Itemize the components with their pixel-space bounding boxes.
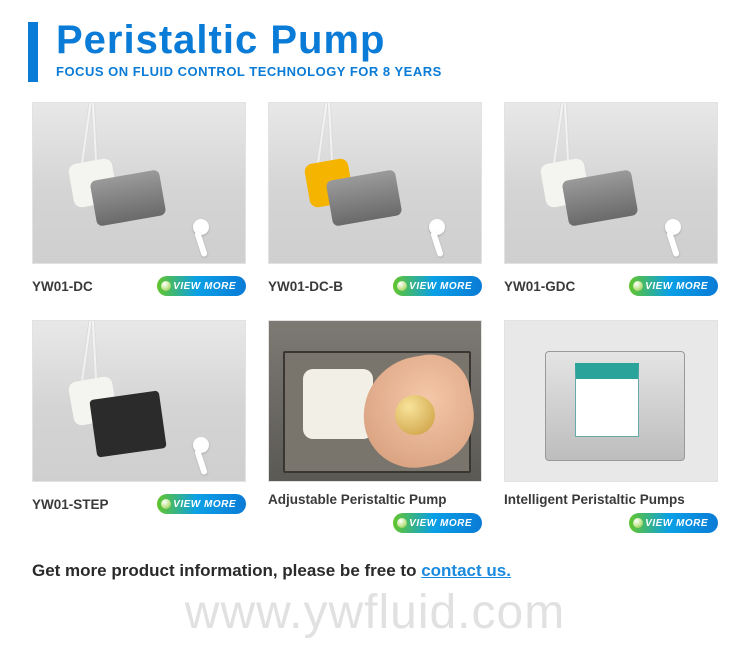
view-more-button[interactable]: VIEW MORE (157, 494, 246, 514)
page-title: Peristaltic Pump (56, 18, 442, 62)
header-text: Peristaltic Pump FOCUS ON FLUID CONTROL … (56, 18, 442, 79)
watermark: www.ywfluid.com (0, 585, 750, 640)
view-more-button[interactable]: VIEW MORE (629, 513, 718, 533)
view-more-button[interactable]: VIEW MORE (393, 513, 482, 533)
product-image[interactable] (32, 320, 246, 482)
button-label: VIEW MORE (173, 281, 236, 292)
product-image[interactable] (268, 320, 482, 482)
pump-head-icon (303, 369, 373, 439)
button-dot-icon (633, 281, 643, 291)
view-more-button[interactable]: VIEW MORE (393, 276, 482, 296)
product-card: YW01-STEP VIEW MORE (32, 320, 246, 533)
product-row: YW01-DC-B VIEW MORE (268, 274, 482, 298)
product-row: YW01-GDC VIEW MORE (504, 274, 718, 298)
button-dot-icon (633, 518, 643, 528)
product-label: YW01-DC (32, 279, 93, 294)
product-label: YW01-STEP (32, 497, 109, 512)
view-more-button[interactable]: VIEW MORE (157, 276, 246, 296)
header: Peristaltic Pump FOCUS ON FLUID CONTROL … (0, 0, 750, 90)
contact-us-link[interactable]: contact us. (421, 561, 511, 580)
earbud-icon (429, 219, 445, 235)
product-row: YW01-STEP VIEW MORE (32, 492, 246, 516)
product-card: YW01-DC VIEW MORE (32, 102, 246, 298)
product-card: Intelligent Peristaltic Pumps VIEW MORE (504, 320, 718, 533)
view-more-button[interactable]: VIEW MORE (629, 276, 718, 296)
earbud-icon (193, 437, 209, 453)
button-dot-icon (161, 281, 171, 291)
page-subtitle: FOCUS ON FLUID CONTROL TECHNOLOGY FOR 8 … (56, 64, 442, 79)
product-label: YW01-GDC (504, 279, 575, 294)
button-dot-icon (397, 281, 407, 291)
product-image[interactable] (504, 102, 718, 264)
pump-motor-icon (89, 390, 166, 457)
knob-icon (395, 395, 435, 435)
earbud-icon (665, 219, 681, 235)
button-label: VIEW MORE (173, 499, 236, 510)
pump-panel-icon (575, 363, 639, 437)
product-label: Intelligent Peristaltic Pumps (504, 492, 685, 507)
product-card: Adjustable Peristaltic Pump VIEW MORE (268, 320, 482, 533)
product-label: Adjustable Peristaltic Pump (268, 492, 447, 507)
product-row: Intelligent Peristaltic Pumps VIEW MORE (504, 492, 718, 533)
product-card: YW01-DC-B VIEW MORE (268, 102, 482, 298)
product-row: YW01-DC VIEW MORE (32, 274, 246, 298)
button-dot-icon (397, 518, 407, 528)
product-image[interactable] (268, 102, 482, 264)
button-label: VIEW MORE (409, 518, 472, 529)
button-dot-icon (161, 499, 171, 509)
product-image[interactable] (32, 102, 246, 264)
button-label: VIEW MORE (645, 518, 708, 529)
product-image[interactable] (504, 320, 718, 482)
button-label: VIEW MORE (409, 281, 472, 292)
header-accent-bar (28, 22, 38, 82)
product-card: YW01-GDC VIEW MORE (504, 102, 718, 298)
earbud-icon (193, 219, 209, 235)
footer-pre: Get more product information, please be … (32, 561, 421, 580)
product-label: YW01-DC-B (268, 279, 343, 294)
footer-text: Get more product information, please be … (32, 561, 511, 580)
button-label: VIEW MORE (645, 281, 708, 292)
product-row: Adjustable Peristaltic Pump VIEW MORE (268, 492, 482, 533)
product-grid: YW01-DC VIEW MORE YW01-DC-B VIEW MORE (0, 90, 750, 533)
footer: Get more product information, please be … (0, 533, 750, 581)
